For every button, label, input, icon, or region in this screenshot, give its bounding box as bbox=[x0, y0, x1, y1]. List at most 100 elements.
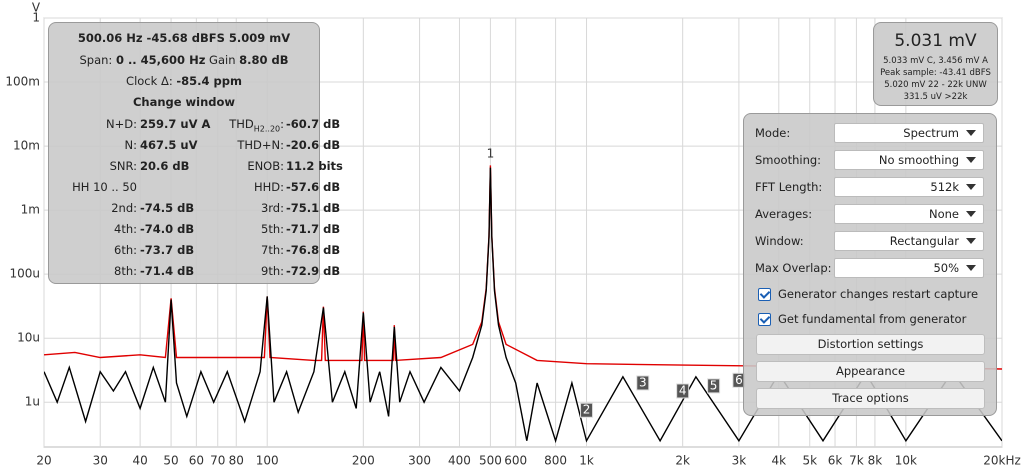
y-tick-label: 1u bbox=[25, 395, 40, 409]
metric: 8th: bbox=[49, 264, 137, 278]
dropdown[interactable]: Rectangular bbox=[834, 231, 984, 251]
marker-box bbox=[707, 378, 721, 394]
harmonic-marker: 5 bbox=[710, 378, 718, 392]
dropdown[interactable]: 512k bbox=[834, 177, 984, 197]
metric: N: bbox=[49, 138, 137, 152]
dropdown-label: Window: bbox=[755, 234, 804, 248]
dropdown[interactable]: No smoothing bbox=[834, 150, 984, 170]
level-value: 5.031 mV bbox=[894, 31, 977, 51]
button[interactable]: Trace options bbox=[756, 388, 985, 409]
harmonic-marker: 4 bbox=[679, 383, 687, 397]
trace-line bbox=[44, 165, 1002, 370]
x-tick-label: 200 bbox=[352, 454, 375, 468]
harmonic-marker: 1 bbox=[487, 147, 495, 161]
metric: 5th: bbox=[149, 222, 284, 236]
x-tick-label: 30 bbox=[93, 454, 108, 468]
dropdown-label: Mode: bbox=[755, 126, 791, 140]
x-tick-label: 800 bbox=[544, 454, 567, 468]
metric-label: ENOB: bbox=[247, 159, 284, 173]
checkbox[interactable] bbox=[758, 288, 771, 301]
info-panel: 500.06 Hz -45.68 dBFS 5.009 mV Span: 0 ..… bbox=[48, 22, 343, 284]
level-panel: 5.031 mV 5.033 mV C, 3.456 mV A Peak sampl… bbox=[873, 22, 998, 106]
checkbox-label[interactable]: Get fundamental from generator bbox=[778, 312, 967, 326]
y-tick-label: 100u bbox=[9, 267, 40, 281]
x-tick-label: 5k bbox=[802, 454, 817, 468]
y-tick-label: 10m bbox=[13, 139, 40, 153]
metric-label: 9th: bbox=[261, 264, 284, 278]
checkbox[interactable] bbox=[758, 313, 771, 326]
span-row: Span: 0 .. 45,600 Hz Gain 8.80 dB bbox=[49, 53, 319, 67]
metric: THD+N: bbox=[149, 138, 284, 152]
x-tick-label: 2k bbox=[675, 454, 690, 468]
clock-row: Clock Δ: -85.4 ppm bbox=[49, 74, 319, 88]
metric-value: -57.6 dB bbox=[286, 180, 341, 194]
metric-value: -20.6 dB bbox=[286, 138, 341, 152]
metric: 9th: bbox=[149, 264, 284, 278]
x-tick-label: 6k bbox=[828, 454, 843, 468]
metric-value: 20.6 dB bbox=[140, 159, 190, 173]
metric-label: HH 10 .. 50 bbox=[72, 180, 137, 194]
y-axis-unit: V bbox=[32, 1, 41, 15]
metric: THDH2..20: bbox=[149, 117, 284, 133]
x-tick-label: 300 bbox=[408, 454, 431, 468]
metric-value: -74.5 dB bbox=[140, 201, 195, 215]
metric-suffix: : bbox=[280, 117, 284, 131]
button[interactable]: Appearance bbox=[756, 361, 985, 382]
change-window[interactable]: Change window bbox=[132, 95, 236, 109]
x-tick-label: 600 bbox=[504, 454, 527, 468]
trace-line bbox=[44, 167, 1002, 444]
metric-label: 5th: bbox=[261, 222, 284, 236]
dropdown-label: Smoothing: bbox=[755, 153, 822, 167]
dropdown[interactable]: 50% bbox=[834, 258, 984, 278]
x-tick-label: 7k bbox=[849, 454, 864, 468]
metric-label: 4th: bbox=[114, 222, 137, 236]
x-tick-label: 1k bbox=[579, 454, 594, 468]
metric-value: -75.1 dB bbox=[286, 201, 341, 215]
dropdown-label: Averages: bbox=[755, 207, 813, 221]
metric-label: 2nd: bbox=[111, 201, 137, 215]
y-tick-label: 100m bbox=[5, 75, 40, 89]
level-line: 5.033 mV C, 3.456 mV A bbox=[883, 56, 988, 66]
metric-value: -71.4 dB bbox=[140, 264, 195, 278]
metric-value: 467.5 uV bbox=[140, 138, 198, 152]
metric: 3rd: bbox=[149, 201, 284, 215]
button[interactable]: Distortion settings bbox=[756, 334, 985, 355]
dropdown[interactable]: Spectrum bbox=[834, 123, 984, 143]
y-tick-label: 1 bbox=[32, 11, 40, 25]
metric-value: -74.0 dB bbox=[140, 222, 195, 236]
checkbox-label[interactable]: Generator changes restart capture bbox=[778, 287, 979, 301]
x-tick-label: 70 bbox=[210, 454, 225, 468]
x-tick-label: 20kHz bbox=[983, 454, 1021, 468]
gain-label: Gain bbox=[209, 53, 236, 67]
y-tick-label: 10u bbox=[17, 331, 40, 345]
metric: 4th: bbox=[49, 222, 137, 236]
harmonic-marker: 3 bbox=[639, 375, 647, 389]
x-tick-label: 80 bbox=[229, 454, 244, 468]
harmonic-marker: 2 bbox=[583, 403, 591, 417]
x-tick-label: 60 bbox=[189, 454, 204, 468]
metric-value: 11.2 bits bbox=[286, 159, 343, 173]
metric-value: -73.7 dB bbox=[140, 243, 195, 257]
metric-value: 259.7 uV A bbox=[140, 117, 211, 131]
dropdown[interactable]: None bbox=[834, 204, 984, 224]
metric-label: THD bbox=[229, 117, 254, 131]
marker-box bbox=[636, 375, 650, 391]
traces bbox=[44, 165, 1002, 444]
metric-label: 3rd: bbox=[260, 201, 284, 215]
metric-value: -60.7 dB bbox=[286, 117, 341, 131]
level-line: 5.020 mV 22 - 22k UNW bbox=[884, 80, 987, 90]
metric: 2nd: bbox=[49, 201, 137, 215]
metric: HH 10 .. 50 bbox=[49, 180, 137, 194]
metric: ENOB: bbox=[149, 159, 284, 173]
level-line: 331.5 uV >22k bbox=[903, 92, 968, 102]
metric-value: -71.7 dB bbox=[286, 222, 341, 236]
metric: 7th: bbox=[149, 243, 284, 257]
clock-value: -85.4 ppm bbox=[176, 74, 242, 88]
settings-panel: Mode: Spectrum Smoothing: No smoothing FFT L… bbox=[743, 113, 997, 416]
gain-value: 8.80 dB bbox=[239, 53, 289, 67]
x-tick-label: 100 bbox=[256, 454, 279, 468]
dropdown-label: FFT Length: bbox=[755, 180, 823, 194]
x-tick-label: 20 bbox=[36, 454, 51, 468]
span-label: Span: bbox=[79, 53, 113, 67]
